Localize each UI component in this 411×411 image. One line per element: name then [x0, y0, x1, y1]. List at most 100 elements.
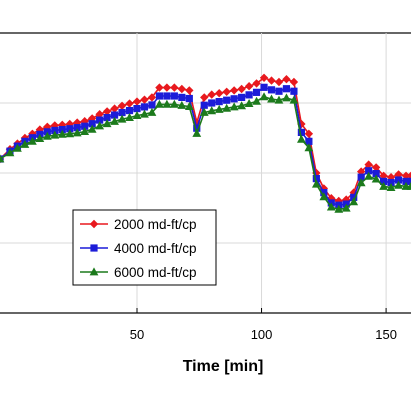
data-point: [147, 93, 157, 102]
data-point: [50, 130, 60, 139]
data-point: [80, 117, 89, 126]
data-point: [0, 154, 5, 163]
data-point: [170, 83, 179, 92]
data-point: [386, 182, 396, 191]
data-point: [252, 96, 261, 105]
data-point: [140, 95, 149, 104]
data-point: [177, 84, 187, 94]
data-point: [349, 197, 359, 206]
data-point: [177, 100, 187, 109]
data-point: [102, 107, 112, 116]
data-point: [200, 101, 208, 109]
data-point: [290, 87, 298, 95]
data-point: [312, 175, 320, 183]
data-point: [96, 116, 104, 124]
data-point: [222, 103, 232, 112]
data-point: [274, 95, 284, 104]
data-point: [169, 99, 179, 108]
data-point: [305, 137, 313, 145]
data-point: [162, 99, 172, 108]
data-point: [372, 169, 380, 178]
data-point: [357, 173, 365, 181]
data-point: [297, 128, 305, 136]
data-point: [214, 104, 224, 113]
data-point: [245, 91, 253, 99]
data-point: [192, 128, 202, 137]
data-point: [267, 86, 276, 94]
data-point: [148, 101, 156, 109]
data-point: [326, 202, 336, 211]
data-point: [282, 93, 291, 102]
data-point: [274, 77, 284, 87]
data-point: [51, 126, 59, 135]
data-point: [215, 89, 224, 98]
data-point: [260, 83, 268, 91]
series-layer: [0, 73, 411, 213]
legend-label: 6000 md-ft/cp: [114, 265, 197, 280]
data-point: [259, 73, 269, 82]
data-point: [304, 143, 314, 152]
data-point: [13, 143, 22, 152]
data-point: [289, 77, 299, 87]
data-point: [379, 181, 388, 190]
data-point: [65, 129, 75, 138]
data-point: [237, 84, 246, 94]
data-point: [35, 133, 45, 142]
legend-label: 4000 md-ft/cp: [114, 241, 197, 256]
data-point: [297, 134, 306, 143]
data-point: [133, 105, 141, 113]
data-point: [125, 99, 134, 108]
legend-marker: [90, 244, 98, 252]
series-3: [0, 92, 411, 213]
data-point: [170, 92, 178, 100]
data-point: [162, 83, 172, 92]
data-point: [387, 178, 395, 187]
data-point: [319, 192, 329, 201]
data-point: [140, 109, 149, 118]
x-tick-label: 50: [130, 327, 144, 342]
data-point: [282, 75, 291, 84]
data-point: [208, 99, 216, 107]
x-axis-ticks: 50 100 150: [130, 308, 397, 342]
legend-entry: 4000 md-ft/cp: [80, 241, 197, 256]
data-point: [155, 83, 164, 92]
data-point: [72, 128, 82, 137]
data-point: [394, 176, 403, 184]
data-point: [304, 129, 314, 138]
data-point: [147, 107, 157, 116]
data-point: [163, 92, 171, 100]
data-point: [371, 163, 381, 172]
data-point: [125, 112, 134, 121]
data-point: [364, 171, 374, 180]
data-point: [356, 178, 366, 187]
data-point: [230, 95, 238, 103]
data-point: [200, 93, 209, 102]
data-point: [95, 110, 104, 119]
data-point: [178, 93, 186, 101]
data-point: [311, 179, 321, 188]
data-point: [380, 177, 388, 185]
data-point: [185, 86, 194, 95]
data-point: [73, 124, 81, 132]
x-tick-label: 100: [251, 327, 273, 342]
data-point: [103, 113, 111, 122]
data-point: [58, 126, 66, 134]
data-point: [102, 119, 112, 128]
legend-entry: 2000 md-ft/cp: [80, 217, 197, 232]
data-point: [402, 177, 410, 185]
data-point: [73, 118, 82, 127]
data-point: [244, 98, 254, 107]
data-point: [259, 92, 269, 101]
data-point: [155, 92, 164, 100]
data-point: [80, 126, 90, 135]
legend-marker: [89, 219, 99, 229]
data-point: [5, 148, 15, 157]
data-point: [215, 98, 223, 106]
data-point: [110, 116, 119, 125]
data-point: [282, 85, 291, 93]
data-point: [118, 108, 126, 117]
data-point: [155, 99, 164, 108]
data-point: [222, 87, 231, 96]
data-point: [275, 87, 283, 95]
data-point: [334, 204, 344, 213]
